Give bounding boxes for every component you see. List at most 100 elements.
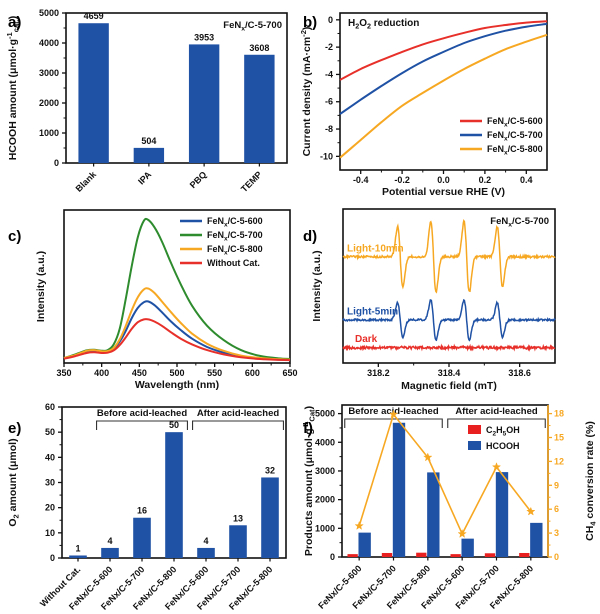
svg-text:Dark: Dark	[355, 334, 378, 345]
svg-text:318.6: 318.6	[508, 368, 531, 378]
svg-text:FeNx/C-5-700: FeNx/C-5-700	[487, 130, 543, 142]
svg-text:-2: -2	[325, 42, 333, 52]
svg-text:30: 30	[45, 478, 55, 488]
svg-text:-10: -10	[320, 151, 333, 161]
svg-text:5000: 5000	[315, 409, 335, 419]
svg-text:1000: 1000	[39, 128, 59, 138]
svg-text:3953: 3953	[194, 32, 214, 42]
svg-text:15: 15	[554, 433, 564, 443]
svg-text:318.2: 318.2	[367, 368, 390, 378]
svg-text:3608: 3608	[249, 43, 269, 53]
svg-text:FeNx/C-5-600: FeNx/C-5-600	[487, 116, 543, 128]
chart-a: 0 1000 2000 3000 4000 5000 4659 504 3953 3608 Blan…	[5, 8, 288, 194]
svg-text:FeNx/C-5-700: FeNx/C-5-700	[223, 20, 282, 32]
svg-text:9: 9	[554, 480, 559, 490]
svg-text:400: 400	[94, 368, 109, 378]
panel-label-a: a)	[8, 14, 22, 31]
svg-text:0: 0	[328, 15, 333, 25]
svg-text:-4: -4	[325, 69, 333, 79]
svg-text:FeNx/C-5-700: FeNx/C-5-700	[207, 230, 263, 242]
svg-text:0.2: 0.2	[479, 175, 492, 185]
svg-text:500: 500	[169, 368, 184, 378]
svg-text:550: 550	[207, 368, 222, 378]
svg-text:318.4: 318.4	[438, 368, 461, 378]
panel-c: c) 350 400 450 500 550 600 650 FeNx/C-5-600 FeNx…	[0, 195, 300, 395]
chart-c: 350 400 450 500 550 600 650 FeNx/C-5-600 FeNx/C-…	[35, 209, 298, 391]
panel-label-f: f)	[303, 420, 313, 437]
svg-text:FeNx/C-5-800: FeNx/C-5-800	[487, 144, 543, 156]
svg-text:-0.2: -0.2	[394, 175, 410, 185]
svg-text:O2 amount (μmol): O2 amount (μmol)	[7, 438, 21, 526]
svg-text:450: 450	[132, 368, 147, 378]
svg-text:2000: 2000	[315, 495, 335, 505]
svg-text:4659: 4659	[84, 11, 104, 21]
svg-text:50: 50	[45, 427, 55, 437]
svg-text:Magnetic field (mT): Magnetic field (mT)	[401, 380, 497, 392]
svg-text:FeNx/C-5-600: FeNx/C-5-600	[207, 216, 263, 228]
panel-label-d: d)	[303, 228, 318, 245]
svg-text:HCOOH amount (μmol·g-1cat.): HCOOH amount (μmol·g-1cat.)	[5, 16, 21, 161]
svg-text:4000: 4000	[315, 437, 335, 447]
svg-text:Blank: Blank	[74, 169, 99, 194]
panel-f: f) 0 1000 2000 3000 4000 5000 0 3 6 9 12 15 18 Before…	[300, 395, 600, 614]
svg-text:20: 20	[45, 503, 55, 513]
svg-text:0: 0	[330, 552, 335, 562]
svg-text:CH4 conversion rate (%): CH4 conversion rate (%)	[584, 421, 598, 541]
svg-text:350: 350	[56, 368, 71, 378]
svg-text:Without Cat.: Without Cat.	[207, 258, 260, 268]
svg-text:3000: 3000	[315, 466, 335, 476]
svg-text:0.4: 0.4	[520, 175, 533, 185]
svg-text:18: 18	[554, 409, 564, 419]
svg-text:H2O2 reduction: H2O2 reduction	[348, 18, 419, 31]
chart-d: 318.2 318.4 318.6 Light-10min Light-5min Dark…	[311, 208, 556, 392]
panel-b: b) -0.4 -0.2 0.0 0.2 0.4 0 -2 -4 -6 -8 -10 H2O2 red…	[299, 0, 600, 198]
svg-text:1: 1	[75, 543, 80, 553]
panel-d: d) 318.2 318.4 318.6 Light-10min Light-5min D…	[300, 195, 600, 395]
svg-text:6: 6	[554, 504, 559, 514]
svg-text:PBQ: PBQ	[188, 169, 209, 190]
svg-text:2000: 2000	[39, 98, 59, 108]
svg-text:TEMP: TEMP	[239, 169, 264, 194]
svg-text:60: 60	[45, 402, 55, 412]
svg-text:0: 0	[554, 552, 559, 562]
svg-text:FeNx/C-5-700: FeNx/C-5-700	[490, 216, 549, 228]
chart-b: -0.4 -0.2 0.0 0.2 0.4 0 -2 -4 -6 -8 -10 H2O2 reduct…	[299, 12, 548, 198]
svg-text:0.0: 0.0	[437, 175, 450, 185]
svg-text:504: 504	[141, 136, 156, 146]
svg-text:Wavelength (nm): Wavelength (nm)	[135, 379, 219, 391]
svg-text:Before acid-leached: Before acid-leached	[97, 408, 187, 419]
panel-label-b: b)	[303, 14, 318, 31]
svg-text:40: 40	[45, 452, 55, 462]
svg-text:13: 13	[233, 513, 243, 523]
svg-text:5000: 5000	[39, 8, 59, 18]
svg-text:4: 4	[107, 536, 112, 546]
svg-text:4: 4	[203, 536, 208, 546]
svg-text:After acid-leached: After acid-leached	[455, 406, 538, 417]
svg-text:Light-10min: Light-10min	[347, 243, 404, 254]
svg-text:32: 32	[265, 465, 275, 475]
svg-text:-0.4: -0.4	[353, 175, 369, 185]
svg-text:Current density (mA·cm-2): Current density (mA·cm-2)	[299, 27, 313, 157]
svg-text:IPA: IPA	[136, 169, 154, 187]
svg-text:C2H5OH: C2H5OH	[486, 425, 520, 437]
svg-text:Light-5min: Light-5min	[347, 306, 398, 317]
svg-text:Potential versue RHE (V): Potential versue RHE (V)	[382, 186, 505, 198]
svg-text:1000: 1000	[315, 523, 335, 533]
svg-text:4000: 4000	[39, 38, 59, 48]
svg-text:50: 50	[169, 420, 179, 430]
svg-text:650: 650	[282, 368, 297, 378]
svg-text:Products amount (μmol·g-1Cat): Products amount (μmol·g-1Cat)	[301, 406, 317, 556]
svg-text:-6: -6	[325, 97, 333, 107]
svg-text:HCOOH: HCOOH	[486, 441, 520, 451]
panel-e: e) 0 10 20 30 40 50 60 1 4 16 50 4 13 32 Without Cat. F…	[0, 395, 300, 614]
panel-label-c: c)	[8, 228, 22, 245]
svg-text:600: 600	[245, 368, 260, 378]
svg-text:3000: 3000	[39, 68, 59, 78]
panel-label-e: e)	[8, 420, 22, 437]
svg-text:After acid-leached: After acid-leached	[197, 408, 280, 419]
svg-text:0: 0	[50, 553, 55, 563]
panel-a: a) 0 1000 2000 3000 4000 5000 4659 504 3953 3608 B…	[0, 0, 300, 195]
